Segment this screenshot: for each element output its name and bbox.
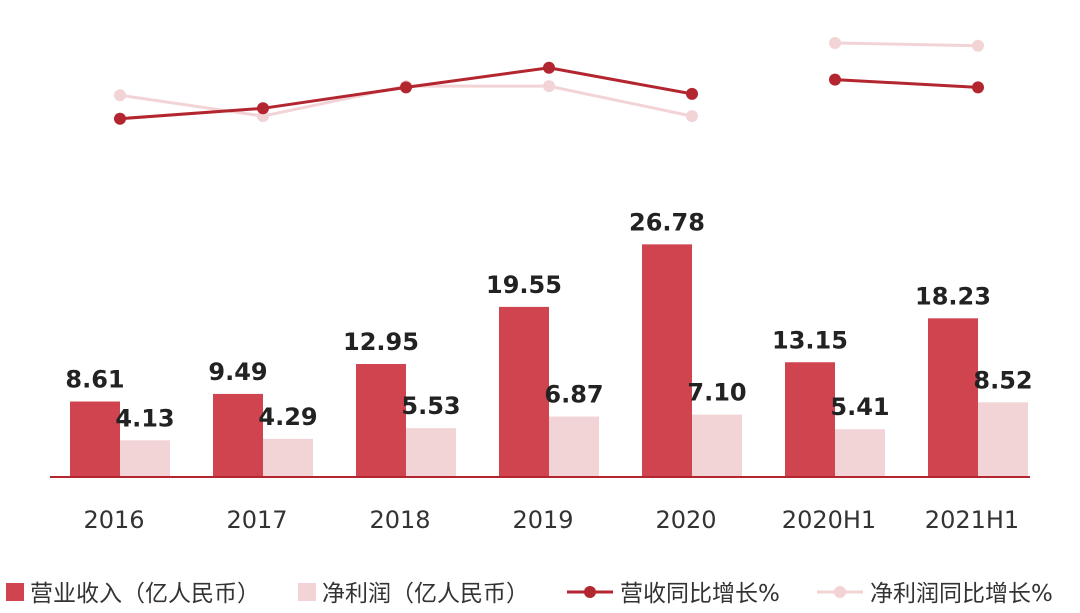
legend-label-net-profit-growth: 净利润同比增长% — [870, 581, 1053, 607]
bars: 8.61 4.13 9.49 4.29 12.95 5.53 19.55 6.87 26.78 7… — [65, 208, 1033, 476]
value-label-net-profit-2020: 7.10 — [687, 379, 746, 407]
value-label-revenue-2019: 19.55 — [486, 271, 562, 299]
tick-label-2019: 2019 — [512, 506, 573, 534]
value-label-net-profit-2020H1: 5.41 — [830, 393, 889, 421]
bar-net-profit-2017 — [263, 438, 313, 476]
point-net-profit-growth-2020H1 — [829, 37, 841, 49]
legend: 营业收入（亿人民币） 净利润（亿人民币） 营收同比增长% 净利润同比增长% — [6, 581, 1053, 607]
legend-marker-net-profit-growth — [834, 586, 846, 598]
bar-revenue-2017 — [213, 393, 263, 476]
point-net-profit-growth-2016 — [114, 89, 126, 102]
tick-label-2017: 2017 — [226, 506, 287, 534]
value-label-revenue-2016: 8.61 — [65, 366, 124, 394]
bar-revenue-2021H1 — [928, 318, 978, 476]
bar-net-profit-2020 — [692, 414, 742, 476]
value-label-revenue-2018: 12.95 — [343, 328, 419, 356]
point-revenue-growth-2016 — [114, 112, 126, 125]
point-revenue-growth-2018 — [400, 81, 412, 94]
bar-revenue-2020 — [642, 244, 692, 476]
value-label-revenue-2020H1: 13.15 — [772, 326, 848, 354]
legend-label-net-profit: 净利润（亿人民币） — [322, 581, 529, 607]
value-label-net-profit-2016: 4.13 — [115, 404, 174, 432]
tick-label-2020H1: 2020H1 — [782, 506, 876, 534]
point-revenue-growth-2020 — [686, 87, 698, 100]
bar-revenue-2018 — [356, 363, 406, 476]
point-net-profit-growth-2020 — [686, 110, 698, 123]
legend-marker-revenue-growth — [584, 586, 596, 598]
value-label-revenue-2021H1: 18.23 — [915, 282, 991, 310]
point-revenue-growth-2020H1 — [829, 73, 841, 86]
legend-item-net-profit: 净利润（亿人民币） — [298, 581, 529, 607]
legend-swatch-net-profit — [298, 583, 316, 601]
point-revenue-growth-2021H1 — [972, 81, 984, 94]
x-axis-ticks: 2016 2017 2018 2019 2020 2020H1 2021H1 — [83, 506, 1019, 534]
point-revenue-growth-2017 — [257, 102, 269, 115]
point-revenue-growth-2019 — [543, 61, 555, 74]
legend-item-net-profit-growth: 净利润同比增长% — [817, 581, 1053, 607]
bar-net-profit-2019 — [549, 416, 599, 476]
value-label-net-profit-2019: 6.87 — [544, 381, 603, 409]
legend-swatch-revenue — [6, 583, 24, 601]
line-revenue-growth-segment-1 — [834, 78, 979, 89]
line-net-profit-growth-segment-1 — [834, 41, 979, 48]
tick-label-2016: 2016 — [83, 506, 144, 534]
point-net-profit-growth-2021H1 — [972, 39, 984, 52]
value-label-net-profit-2021H1: 8.52 — [973, 366, 1032, 394]
value-label-net-profit-2018: 5.53 — [401, 392, 460, 420]
value-label-net-profit-2017: 4.29 — [258, 403, 317, 431]
tick-label-2021H1: 2021H1 — [925, 506, 1019, 534]
tick-label-2020: 2020 — [655, 506, 716, 534]
bar-net-profit-2016 — [120, 440, 170, 476]
legend-item-revenue-growth: 营收同比增长% — [567, 581, 780, 607]
bar-net-profit-2021H1 — [978, 402, 1028, 476]
bar-net-profit-2018 — [406, 428, 456, 476]
legend-item-revenue: 营业收入（亿人民币） — [6, 581, 260, 607]
point-net-profit-growth-2019 — [543, 80, 555, 93]
legend-label-revenue: 营业收入（亿人民币） — [30, 581, 260, 607]
growth-lines — [114, 37, 984, 125]
bar-net-profit-2020H1 — [835, 429, 885, 476]
bar-revenue-2019 — [499, 306, 549, 476]
value-label-revenue-2017: 9.49 — [208, 358, 267, 386]
tick-label-2018: 2018 — [369, 506, 430, 534]
bar-revenue-2020H1 — [785, 362, 835, 476]
bar-revenue-2016 — [70, 401, 120, 476]
value-label-revenue-2020: 26.78 — [629, 208, 705, 236]
legend-label-revenue-growth: 营收同比增长% — [620, 581, 780, 607]
